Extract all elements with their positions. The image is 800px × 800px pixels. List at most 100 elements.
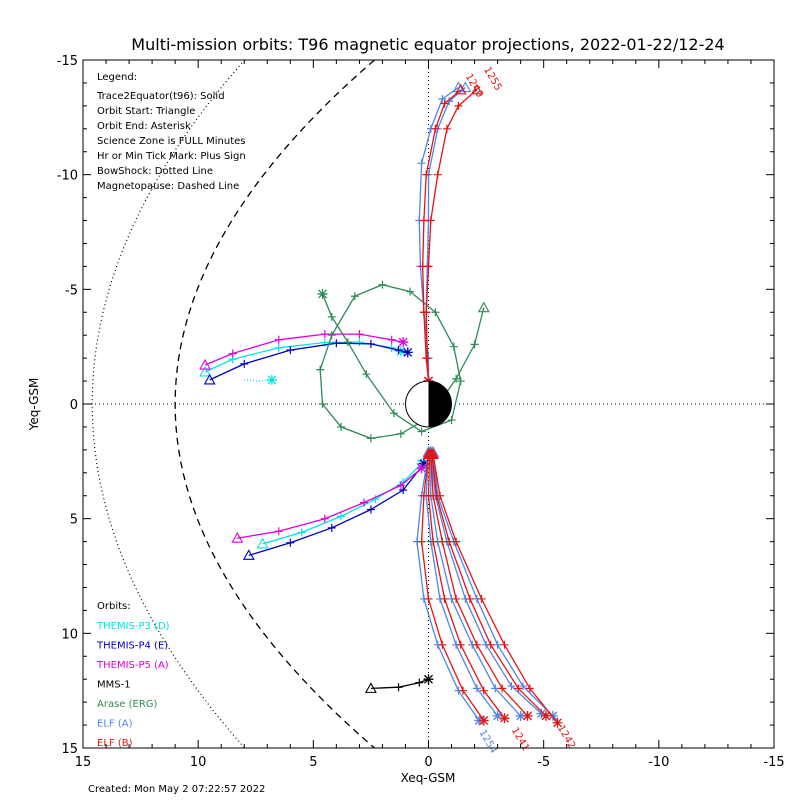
orbit-end-asterisk — [492, 710, 503, 721]
hour-tick-mark — [274, 527, 283, 536]
orbits-heading: Orbits: — [97, 601, 131, 612]
hour-tick-mark — [327, 312, 336, 321]
legend-line: BowShock: Dotted Line — [97, 166, 213, 177]
hour-tick-mark — [431, 308, 440, 317]
hour-tick-mark — [394, 683, 403, 692]
chart-title: Multi-mission orbits: T96 magnetic equat… — [131, 35, 724, 54]
hour-tick-mark — [336, 422, 345, 431]
hour-tick-mark — [415, 678, 424, 687]
y-tick-label: 10 — [61, 627, 78, 642]
magnetopause-line — [174, 60, 375, 748]
time-annotation: 1240 — [463, 72, 485, 100]
orbit-trace — [432, 454, 559, 724]
hour-tick-mark — [440, 99, 449, 108]
hour-tick-mark — [433, 170, 442, 179]
orbit-end-asterisk — [515, 710, 526, 721]
y-tick-label: 0 — [70, 398, 78, 413]
legend-line: Orbit Start: Triangle — [97, 106, 195, 117]
orbit-legend-entry: THEMIS-P4 (E) — [96, 641, 168, 652]
orbit-legend-entry: ELF (A) — [97, 719, 133, 730]
orbit-legend-entry: THEMIS-P3 (D) — [96, 621, 170, 632]
hour-tick-mark — [452, 594, 461, 603]
time-annotation: 1255 — [481, 65, 503, 93]
hour-tick-mark — [452, 537, 461, 546]
orbit-trace — [248, 463, 425, 557]
hour-tick-mark — [514, 684, 523, 693]
hour-tick-mark — [366, 434, 375, 443]
earth-night-side — [428, 381, 452, 427]
hour-tick-mark — [440, 594, 449, 603]
hour-tick-mark — [320, 514, 329, 523]
hour-tick-mark — [438, 640, 447, 649]
hour-tick-mark — [465, 594, 474, 603]
orbit-trace — [209, 342, 408, 381]
hour-tick-mark — [422, 170, 431, 179]
orbit-end-asterisk — [478, 715, 489, 726]
orbit-end-asterisk — [540, 710, 551, 721]
hour-tick-mark — [327, 523, 336, 532]
orbit-start-triangle — [459, 81, 472, 93]
hour-tick-mark — [366, 505, 375, 514]
orbit-end-asterisk — [547, 710, 558, 721]
hour-tick-mark — [343, 338, 352, 347]
orbit-legend-entry: MMS-1 — [97, 680, 131, 691]
hour-tick-mark — [459, 686, 468, 695]
orbit-start-triangle — [242, 549, 255, 560]
orbit-trace — [237, 467, 423, 539]
legend-heading: Legend: — [97, 72, 137, 83]
orbit-end-asterisk — [398, 337, 409, 348]
orbit-trace — [262, 463, 423, 545]
y-tick-label: -5 — [65, 283, 78, 298]
hour-tick-mark — [486, 640, 495, 649]
hour-tick-mark — [316, 365, 325, 374]
hour-tick-mark — [456, 377, 465, 386]
orbit-trace — [430, 452, 522, 717]
orbit-start-triangle — [199, 358, 212, 370]
hour-tick-mark — [470, 340, 479, 349]
hour-tick-mark — [366, 339, 375, 348]
hour-tick-mark — [360, 498, 369, 507]
orbit-start-triangle — [231, 532, 244, 543]
orbit-start-triangle — [427, 448, 440, 460]
hour-tick-mark — [274, 343, 283, 352]
legend-line: Science Zone is FULL Minutes — [97, 136, 246, 147]
orbit-end-asterisk — [317, 288, 328, 299]
orbit-end-asterisk — [402, 347, 413, 358]
hour-tick-mark — [500, 640, 509, 649]
orbit-trace — [319, 284, 485, 440]
orbit-start-triangle — [199, 365, 212, 377]
x-tick-label: 0 — [424, 755, 432, 770]
hour-tick-mark — [422, 308, 431, 317]
hour-tick-mark — [442, 124, 451, 133]
orbit-start-triangle — [470, 83, 483, 95]
hour-tick-mark — [417, 159, 426, 168]
time-annotation: 1254 — [477, 728, 499, 756]
created-footer: Created: Mon May 2 07:22:57 2022 — [88, 784, 265, 795]
hour-tick-mark — [498, 684, 507, 693]
hour-tick-mark — [286, 538, 295, 547]
hour-tick-mark — [507, 682, 516, 691]
orbit-end-asterisk — [423, 674, 434, 685]
hour-tick-mark — [472, 640, 481, 649]
hour-tick-mark — [355, 330, 364, 339]
legend: Legend: Trace2Equator(t96): Solid Orbit St… — [96, 72, 246, 749]
orbit-trace — [370, 678, 429, 690]
hour-tick-mark — [449, 342, 458, 351]
hour-tick-mark — [362, 370, 371, 379]
orbit-end-asterisk — [416, 463, 427, 474]
hour-tick-mark — [436, 491, 445, 500]
hour-tick-mark — [396, 481, 405, 490]
hour-tick-mark — [394, 346, 403, 355]
x-tick-label: -10 — [648, 755, 669, 770]
y-tick-label: -15 — [57, 54, 78, 69]
orbit-end-asterisk — [536, 708, 547, 719]
legend-line: Hr or Min Tick Mark: Plus Sign — [97, 151, 246, 162]
hour-tick-mark — [424, 262, 433, 271]
orbit-trace — [430, 454, 528, 717]
orbit-end-asterisk — [552, 717, 563, 728]
hour-tick-mark — [417, 427, 426, 436]
hour-tick-mark — [477, 594, 486, 603]
hour-tick-mark — [426, 216, 435, 225]
hour-tick-mark — [389, 409, 398, 418]
orbit-end-asterisk — [418, 458, 429, 469]
